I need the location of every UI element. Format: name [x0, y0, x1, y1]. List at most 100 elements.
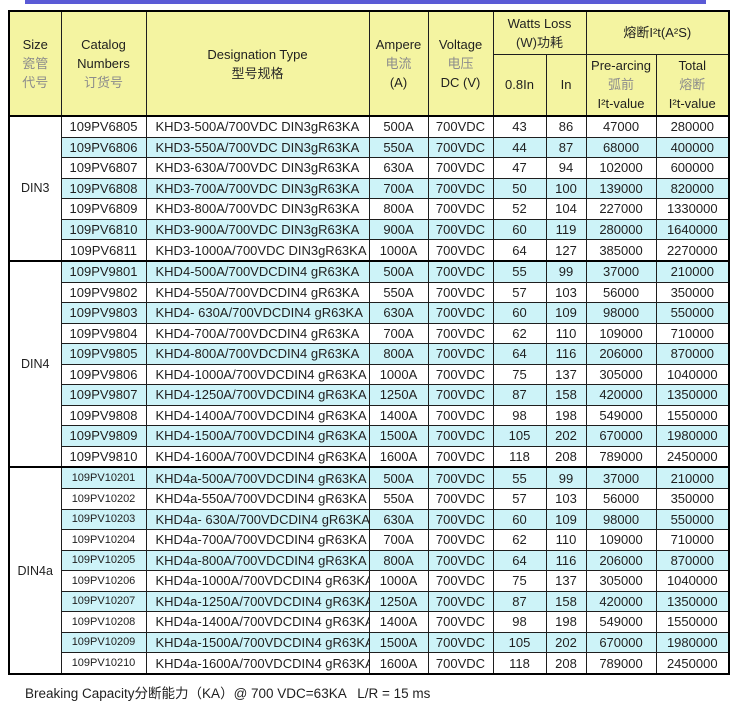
voltage-cell: 700VDC	[427, 198, 494, 220]
watts-in-cell: 208	[545, 652, 587, 675]
watts-08in-cell: 64	[492, 239, 547, 262]
ampere-cell: 700A	[368, 529, 429, 551]
total-i2t-cell: 350000	[655, 281, 730, 304]
header-size-cn2: 代号	[22, 75, 49, 90]
catalog-cell: 109PV9807	[60, 384, 147, 406]
ampere-cell: 1250A	[368, 384, 429, 406]
prearcing-i2t-cell: 206000	[585, 549, 657, 572]
catalog-cell: 109PV6809	[60, 198, 147, 220]
watts-08in-cell: 64	[492, 549, 547, 572]
designation-cell: KHD4-1000A/700VDCDIN4 gR63KA	[145, 363, 370, 386]
header-catalog: Catalog Numbers 订货号	[60, 10, 147, 117]
header-designation-en: Designation Type	[207, 46, 308, 62]
total-i2t-cell: 1350000	[655, 590, 730, 613]
header-prearcing-value: I²t-value	[597, 96, 645, 112]
header-voltage-cn: 电压	[447, 56, 474, 71]
designation-cell: KHD4a-500A/700VDCDIN4 gR63KA	[145, 466, 370, 489]
header-catalog-en1: Catalog	[81, 37, 126, 52]
prearcing-i2t-cell: 305000	[585, 363, 657, 386]
voltage-cell: 700VDC	[427, 570, 494, 592]
header-catalog-cn: 订货号	[83, 75, 123, 90]
total-i2t-cell: 1550000	[655, 611, 730, 633]
table-row: 109PV9807 KHD4-1250A/700VDCDIN4 gR63KA 125…	[9, 384, 730, 406]
header-total-cn: 熔断	[679, 77, 706, 93]
watts-in-cell: 119	[545, 218, 587, 241]
voltage-cell: 700VDC	[427, 508, 494, 531]
voltage-cell: 700VDC	[427, 322, 494, 345]
total-i2t-cell: 710000	[655, 322, 730, 345]
table-row: 109PV10204 KHD4a-700A/700VDCDIN4 gR63KA 70…	[9, 529, 730, 551]
voltage-cell: 700VDC	[427, 631, 494, 654]
designation-cell: KHD4a-1250A/700VDCDIN4 gR63KA	[145, 590, 370, 613]
voltage-cell: 700VDC	[427, 384, 494, 406]
designation-cell: KHD4a-700A/700VDCDIN4 gR63KA	[145, 529, 370, 551]
watts-in-cell: 87	[545, 136, 587, 159]
header-ampere: Ampere 电流 (A)	[368, 10, 429, 117]
table-row: 109PV10208 KHD4a-1400A/700VDCDIN4 gR63KA 1…	[9, 611, 730, 633]
ampere-cell: 1000A	[368, 570, 429, 592]
catalog-cell: 109PV10205	[60, 549, 147, 572]
table-row: 109PV9806 KHD4-1000A/700VDCDIN4 gR63KA 100…	[9, 363, 730, 386]
catalog-cell: 109PV10202	[60, 487, 147, 510]
ampere-cell: 550A	[368, 136, 429, 159]
total-i2t-cell: 820000	[655, 177, 730, 200]
ampere-cell: 1400A	[368, 611, 429, 633]
catalog-cell: 109PV10204	[60, 529, 147, 551]
header-voltage-en: Voltage	[438, 37, 483, 52]
header-designation-cn: 型号规格	[231, 65, 284, 81]
watts-in-cell: 202	[545, 631, 587, 654]
header-size-cn1: 瓷管	[22, 56, 49, 71]
prearcing-i2t-cell: 102000	[585, 157, 657, 179]
prearcing-i2t-cell: 109000	[585, 322, 657, 345]
total-i2t-cell: 870000	[655, 343, 730, 365]
watts-in-cell: 99	[545, 259, 587, 283]
table-row: 109PV6808 KHD3-700A/700VDC DIN3gR63KA 700A…	[9, 177, 730, 200]
header-prearcing-cn: 弧前	[608, 77, 635, 93]
catalog-cell: 109PV9808	[60, 404, 147, 427]
watts-08in-cell: 105	[492, 425, 547, 447]
designation-cell: KHD4-1600A/700VDCDIN4 gR63KA	[145, 445, 370, 468]
size-group-label: DIN3	[8, 115, 62, 262]
header-prearcing-en: Pre-arcing	[591, 58, 651, 74]
catalog-cell: 109PV9801	[60, 259, 147, 283]
header-ampere-en: Ampere	[375, 37, 422, 52]
table-row: 109PV10206 KHD4a-1000A/700VDCDIN4 gR63KA 1…	[9, 570, 730, 592]
designation-cell: KHD4- 630A/700VDCDIN4 gR63KA	[145, 302, 370, 324]
designation-cell: KHD3-630A/700VDC DIN3gR63KA	[145, 157, 370, 179]
prearcing-i2t-cell: 56000	[585, 487, 657, 510]
voltage-cell: 700VDC	[427, 611, 494, 633]
watts-08in-cell: 75	[492, 570, 547, 592]
voltage-cell: 700VDC	[427, 343, 494, 365]
catalog-cell: 109PV6810	[60, 218, 147, 241]
voltage-cell: 700VDC	[427, 259, 494, 283]
catalog-cell: 109PV6811	[60, 239, 147, 262]
table-row: 109PV6806 KHD3-550A/700VDC DIN3gR63KA 550A…	[9, 136, 730, 159]
prearcing-i2t-cell: 139000	[585, 177, 657, 200]
prearcing-i2t-cell: 56000	[585, 281, 657, 304]
voltage-cell: 700VDC	[427, 363, 494, 386]
prearcing-i2t-cell: 549000	[585, 404, 657, 427]
ampere-cell: 1600A	[368, 445, 429, 468]
top-accent-line	[25, 0, 706, 4]
prearcing-i2t-cell: 37000	[585, 466, 657, 489]
voltage-cell: 700VDC	[427, 590, 494, 613]
designation-cell: KHD3-700A/700VDC DIN3gR63KA	[145, 177, 370, 200]
total-i2t-cell: 1040000	[655, 570, 730, 592]
prearcing-i2t-cell: 109000	[585, 529, 657, 551]
voltage-cell: 700VDC	[427, 549, 494, 572]
catalog-cell: 109PV10206	[60, 570, 147, 592]
watts-in-cell: 86	[545, 114, 587, 138]
watts-08in-cell: 62	[492, 322, 547, 345]
prearcing-i2t-cell: 206000	[585, 343, 657, 365]
watts-08in-cell: 47	[492, 157, 547, 179]
watts-08in-cell: 60	[492, 218, 547, 241]
total-i2t-cell: 1640000	[655, 218, 730, 241]
watts-08in-cell: 43	[492, 114, 547, 138]
watts-in-cell: 99	[545, 466, 587, 489]
designation-cell: KHD3-1000A/700VDC DIN3gR63KA	[145, 239, 370, 262]
voltage-cell: 700VDC	[427, 487, 494, 510]
table-row: 109PV10207 KHD4a-1250A/700VDCDIN4 gR63KA 1…	[9, 590, 730, 613]
watts-in-cell: 127	[545, 239, 587, 262]
watts-in-cell: 103	[545, 487, 587, 510]
